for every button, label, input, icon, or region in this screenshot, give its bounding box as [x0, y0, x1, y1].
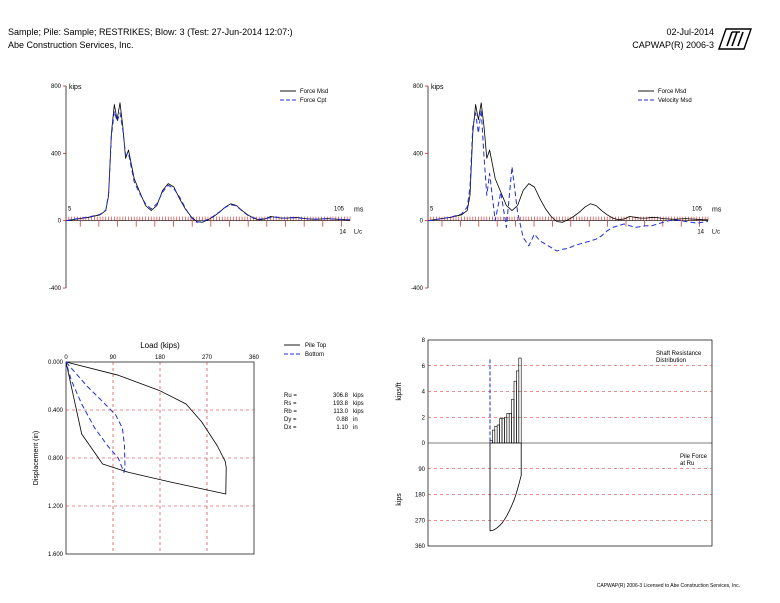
legend-label: Force Cpt: [300, 98, 327, 104]
y-tick-label: -400: [49, 286, 62, 292]
summary-unit: kips: [353, 401, 364, 407]
shaft-resistance-bar: [499, 418, 503, 444]
chart-title: Load (kips): [140, 341, 180, 350]
shaft-resistance-bar: [518, 357, 522, 444]
x-tick-label: 270: [202, 355, 213, 361]
y-tick-label: 0: [422, 441, 426, 447]
y-axis-label: kips: [69, 84, 82, 91]
summary-unit: kips: [353, 409, 364, 415]
header-program: CAPWAP(R) 2006-3: [632, 40, 714, 50]
summary-label: Dx =: [284, 425, 297, 431]
x-tick-label: 90: [110, 355, 117, 361]
pile-force-curve: [489, 443, 522, 532]
lc-label: 14: [697, 230, 704, 236]
time-start-label: 5: [430, 207, 434, 213]
legend-label: Force Msd: [300, 89, 328, 95]
legend-label: Velocity Msd: [658, 98, 692, 104]
time-end-label: 105: [334, 207, 345, 213]
summary-value: 113.0: [333, 409, 348, 415]
series-line-velocity-msd: [427, 109, 709, 252]
legend-label: Force Msd: [658, 89, 686, 95]
legend-label: Pile Top: [305, 343, 327, 349]
y-tick-label: 0.400: [48, 408, 64, 414]
shaft-resistance-bar: [506, 413, 510, 444]
header-date: 02-Jul-2014: [666, 27, 714, 37]
series-line-bottom: [65, 361, 126, 473]
y-tick-label: 400: [413, 151, 424, 157]
footer-license: CAPWAP(R) 2006-3 Licensed to Abe Constru…: [596, 583, 740, 589]
y-tick-label: 800: [51, 84, 62, 90]
series-line-force-msd: [65, 102, 351, 223]
lc-unit-label: L/c: [712, 230, 720, 236]
summary-label: Rs =: [284, 401, 297, 407]
shaft-resistance-bar: [513, 380, 517, 444]
header-test-line: Sample; Pile: Sample; RESTRIKES; Blow: 3…: [8, 27, 293, 37]
lc-unit-label: L/c: [354, 230, 362, 236]
series-line-force-msd: [427, 102, 709, 223]
summary-unit: kips: [353, 393, 364, 399]
upper-title: Shaft Resistance: [656, 351, 702, 357]
shaft-resistance-bar: [504, 416, 508, 444]
summary-unit: in: [353, 417, 358, 423]
lower-title: Pile Force: [680, 454, 708, 460]
y-tick-label: 2: [422, 415, 426, 421]
y-tick-label: 1.600: [48, 552, 64, 558]
y-tick-label: 0: [58, 219, 62, 225]
y-tick-label: 90: [418, 467, 425, 473]
summary-label: Dy =: [284, 417, 297, 423]
y-axis-label-lower: kips: [396, 493, 403, 506]
y-tick-label: 360: [415, 544, 426, 550]
legend-label: Bottom: [305, 352, 324, 358]
shaft-resistance-bar: [501, 418, 505, 444]
shaft-resistance-bar: [492, 429, 496, 444]
y-tick-label: 4: [422, 390, 426, 396]
x-tick-label: 180: [155, 355, 166, 361]
y-tick-label: 270: [415, 518, 426, 524]
y-tick-label: -400: [411, 286, 424, 292]
time-unit-label: ms: [354, 207, 364, 214]
series-line-force-cpt: [65, 110, 351, 223]
summary-value: 0.88: [336, 417, 348, 423]
shaft-resistance-bar: [508, 413, 512, 444]
y-tick-label: 8: [422, 338, 426, 344]
y-axis-label-upper: kips/ft: [396, 382, 403, 400]
header-company: Abe Construction Services, Inc.: [8, 40, 134, 50]
x-tick-label: 360: [249, 355, 260, 361]
y-tick-label: 800: [413, 84, 424, 90]
shaft-resistance-bar: [511, 398, 515, 444]
lc-label: 14: [339, 230, 346, 236]
y-axis-label: kips: [431, 84, 444, 91]
y-tick-label: 0.000: [48, 360, 64, 366]
summary-value: 193.8: [333, 401, 349, 407]
shaft-resistance-bar: [496, 424, 500, 444]
time-unit-label: ms: [712, 207, 722, 214]
y-tick-label: 0: [420, 219, 424, 225]
summary-value: 306.8: [333, 393, 349, 399]
y-tick-label: 400: [51, 151, 62, 157]
series-line-pile-top: [65, 361, 227, 495]
summary-label: Rb =: [284, 409, 297, 415]
y-tick-label: 6: [422, 364, 426, 370]
time-end-label: 105: [692, 207, 703, 213]
y-tick-label: 0.800: [48, 456, 64, 462]
y-axis-label: Displacement (in): [33, 431, 40, 485]
summary-label: Ru =: [284, 393, 297, 399]
y-tick-label: 180: [415, 493, 426, 499]
y-tick-label: 1.200: [48, 504, 64, 510]
summary-value: 1.10: [336, 425, 348, 431]
x-tick-label: 0: [64, 355, 68, 361]
time-start-label: 5: [68, 207, 72, 213]
summary-unit: in: [353, 425, 358, 431]
lower-title: at Ru: [680, 461, 694, 467]
shaft-resistance-bar: [516, 370, 520, 444]
pdi-logo-icon: [718, 28, 752, 50]
upper-title: Distribution: [656, 358, 686, 364]
shaft-resistance-bar: [494, 425, 498, 444]
